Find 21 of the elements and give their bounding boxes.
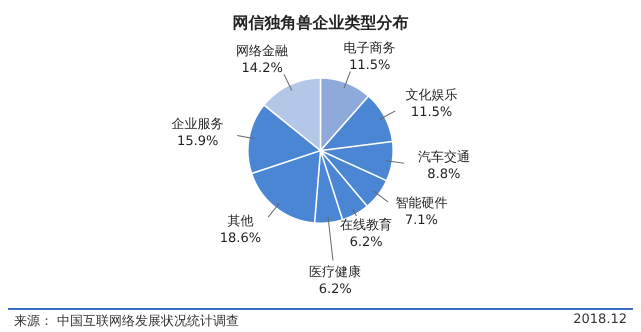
slice-label: 企业服务	[172, 117, 224, 132]
data-label: 14.2%	[242, 61, 283, 76]
data-label: 18.6%	[220, 231, 262, 246]
data-label: 7.1%	[404, 212, 438, 228]
slice-label: 其他	[227, 214, 254, 230]
slice-label: 网络金融	[236, 44, 288, 60]
data-label: 8.8%	[427, 167, 460, 182]
slice-label: 文化娱乐	[406, 88, 458, 103]
data-label: 15.9%	[177, 134, 218, 150]
data-label: 11.5%	[349, 58, 390, 73]
slice-label: 汽车交通	[418, 149, 470, 166]
slice-label: 医疗健康	[309, 264, 362, 280]
chart-title: 网信独角兽企业类型分布	[232, 12, 408, 32]
data-label: 6.2%	[318, 282, 352, 297]
slice-label: 智能硬件	[395, 196, 448, 211]
slice-label: 电子商务	[344, 40, 396, 56]
source-note: 来源： 中国互联网络发展状况统计调查	[14, 313, 240, 330]
data-label: 6.2%	[350, 234, 383, 250]
data-label: 11.5%	[410, 104, 452, 120]
slice-label: 在线教育	[340, 216, 392, 233]
text: 2018.12	[573, 312, 627, 329]
